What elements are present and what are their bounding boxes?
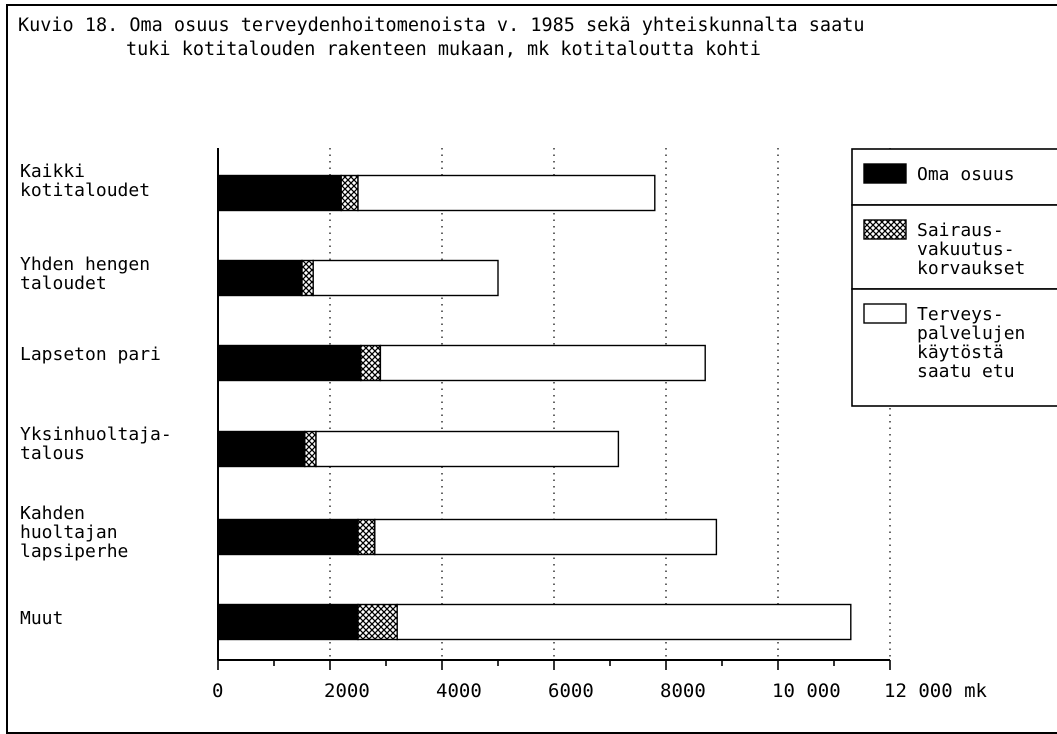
legend-label-2-3: saatu etu — [917, 361, 1015, 382]
chart-title: Kuvio 18. Oma osuus terveydenhoitomenois… — [18, 14, 864, 62]
category-label-3-0: Yksinhuoltaja- — [20, 424, 172, 445]
bar-segment-3-2 — [315, 430, 620, 468]
category-label-2-0: Lapseton pari — [20, 344, 161, 365]
bar-segment-3-1 — [304, 430, 317, 468]
x-tick-label-4: 8000 — [660, 680, 706, 702]
category-label-5-0: Muut — [20, 608, 63, 629]
legend-label-2-1: palvelujen — [917, 323, 1025, 344]
legend-label-1-2: korvaukset — [917, 258, 1025, 279]
bar-segment-0-0 — [217, 174, 342, 212]
x-tick-label-6: 12 000 mk — [884, 680, 988, 702]
bar-segment-2-2 — [379, 344, 706, 382]
x-tick-label-5: 10 000 — [772, 680, 841, 702]
category-label-3-1: talous — [20, 443, 85, 464]
category-label-1-0: Yhden hengen — [20, 254, 150, 275]
legend-swatch-2 — [863, 303, 907, 324]
category-label-4-2: lapsiperhe — [20, 541, 128, 562]
legend-box-1 — [851, 204, 1057, 290]
bar-segment-4-0 — [217, 518, 359, 556]
legend-swatch-1 — [863, 219, 907, 240]
chart-title-line-1: Kuvio 18. Oma osuus terveydenhoitomenois… — [18, 15, 865, 36]
bar-segment-2-0 — [217, 344, 362, 382]
chart-title-line-2: tuki kotitalouden rakenteen mukaan, mk k… — [126, 39, 761, 60]
legend-label-1-1: vakuutus- — [917, 239, 1015, 260]
category-label-0-1: kotitaloudet — [20, 180, 150, 201]
bar-segment-5-2 — [396, 603, 852, 641]
category-label-0-0: Kaikki — [20, 161, 85, 182]
bar-segment-2-1 — [360, 344, 382, 382]
bar-segment-5-1 — [357, 603, 398, 641]
legend: Oma osuus Sairaus-vakuutus-korvaukset Terv… — [851, 148, 1057, 407]
bar-segment-0-2 — [357, 174, 656, 212]
bar-segment-1-1 — [301, 259, 314, 297]
bar-segment-0-1 — [340, 174, 359, 212]
x-axis: 0 2000 4000 6000 8000 10 000 12 000 mk — [212, 148, 988, 702]
x-tick-label-3: 6000 — [548, 680, 594, 702]
x-tick-label-0: 0 — [212, 680, 223, 702]
category-label-4-0: Kahden — [20, 503, 85, 524]
legend-label-2-0: Terveys- — [917, 304, 1004, 325]
legend-swatch-0 — [863, 163, 907, 184]
bar-segment-3-0 — [217, 430, 306, 468]
legend-label-2-2: käytöstä — [917, 342, 1004, 363]
grid-lines — [329, 148, 891, 660]
bars — [217, 174, 852, 641]
bar-segment-1-2 — [312, 259, 499, 297]
category-label-4-1: huoltajan — [20, 522, 118, 543]
bar-segment-5-0 — [217, 603, 359, 641]
bar-segment-1-0 — [217, 259, 303, 297]
bar-segment-4-2 — [374, 518, 718, 556]
legend-label-1-0: Sairaus- — [917, 220, 1004, 241]
category-label-1-1: taloudet — [20, 273, 107, 294]
x-tick-label-2: 4000 — [436, 680, 482, 702]
x-tick-label-1: 2000 — [324, 680, 370, 702]
bar-segment-4-1 — [357, 518, 376, 556]
legend-label-0-0: Oma osuus — [917, 164, 1015, 185]
